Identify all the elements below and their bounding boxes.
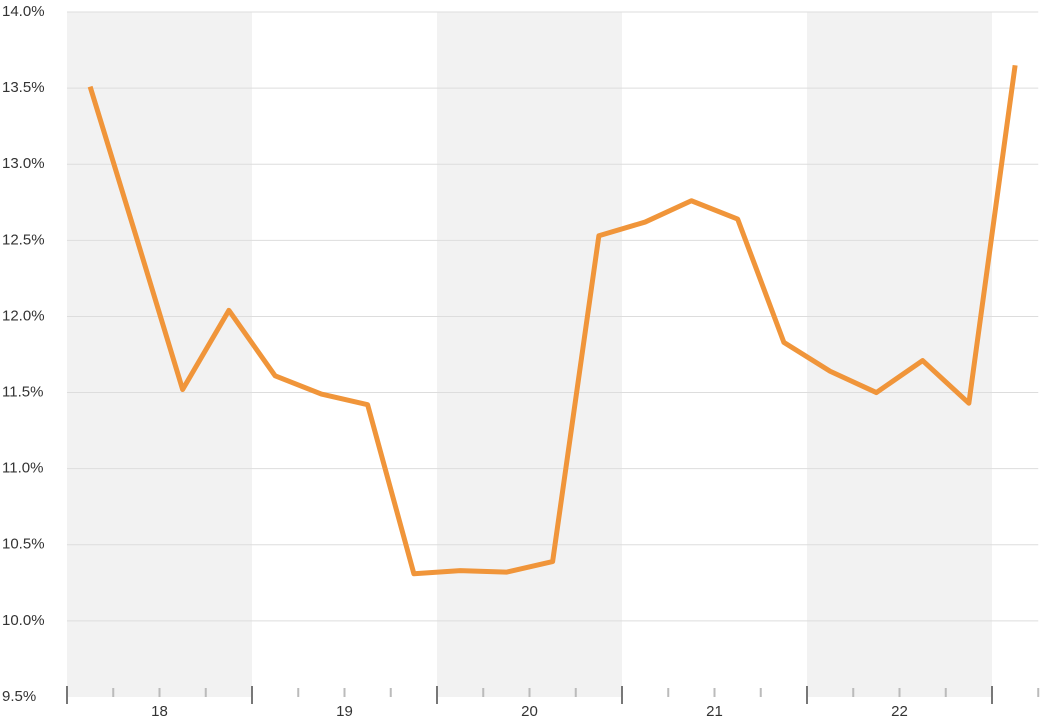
y-tick-label: 10.0% bbox=[2, 612, 45, 629]
x-group-label: 18 bbox=[151, 703, 168, 719]
band bbox=[437, 12, 622, 697]
line bbox=[87, 64, 1018, 577]
band bbox=[67, 12, 252, 697]
x-group-label: 19 bbox=[336, 703, 353, 719]
x-group-label: 20 bbox=[521, 703, 538, 719]
y-tick-label: 13.0% bbox=[2, 155, 45, 172]
x-group-label: 21 bbox=[706, 703, 723, 719]
band bbox=[807, 12, 992, 697]
y-tick-label: 9.5% bbox=[2, 688, 36, 705]
y-tick-label: 10.5% bbox=[2, 536, 45, 553]
y-tick-label: 11.5% bbox=[2, 384, 43, 401]
x-group-label: 22 bbox=[891, 703, 908, 719]
y-tick-label: 14.0% bbox=[2, 3, 45, 20]
y-tick-label: 11.0% bbox=[2, 460, 43, 477]
y-tick-label: 12.5% bbox=[2, 231, 45, 248]
y-tick-label: 12.0% bbox=[2, 307, 45, 324]
y-tick-label: 13.5% bbox=[2, 79, 45, 96]
